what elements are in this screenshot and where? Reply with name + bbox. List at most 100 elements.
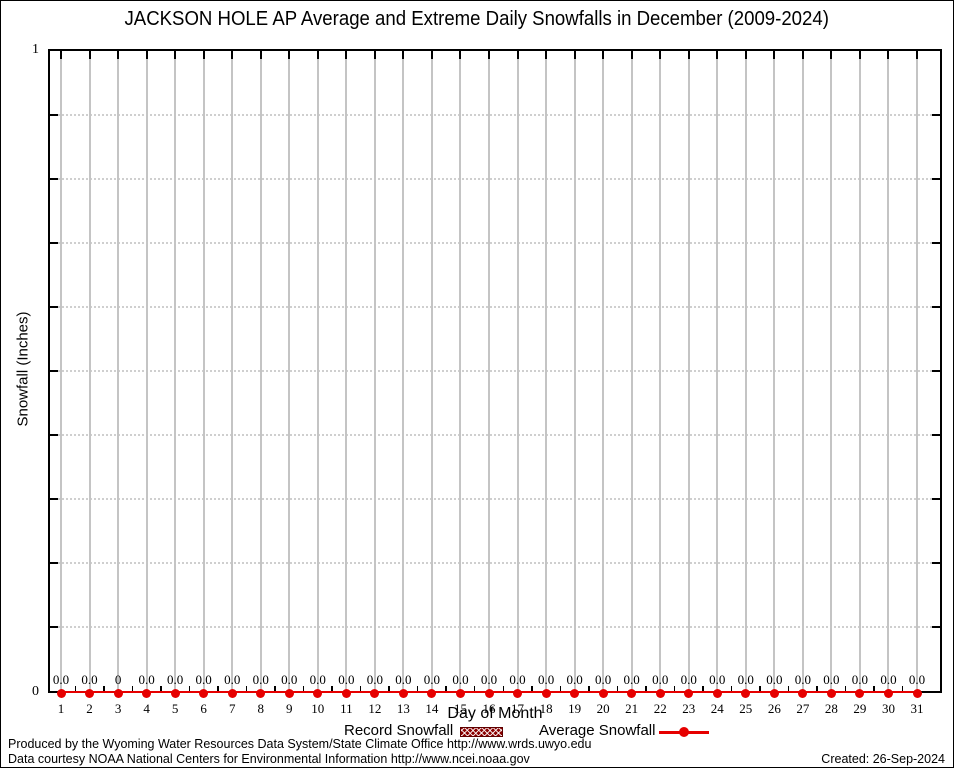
average-snowfall-point xyxy=(56,689,66,698)
value-label: 0.0 xyxy=(81,672,98,687)
average-snowfall-point xyxy=(883,689,893,698)
average-snowfall-point xyxy=(313,689,323,698)
x-major-tick-top xyxy=(231,51,234,59)
chart-title-text: JACKSON HOLE AP Average and Extreme Dail… xyxy=(124,8,830,30)
average-snowfall-point xyxy=(513,689,523,698)
y-minor-gridline xyxy=(50,242,940,244)
x-major-tick-top xyxy=(516,51,519,59)
x-major-tick-top xyxy=(602,51,605,59)
x-axis-tick-label: 25 xyxy=(739,701,753,716)
average-snowfall-point xyxy=(655,689,665,698)
average-snowfall-point xyxy=(113,689,123,698)
x-minor-tick xyxy=(730,686,733,691)
value-label: 0.0 xyxy=(138,672,155,687)
x-minor-tick xyxy=(274,686,276,691)
average-snowfall-point xyxy=(427,689,437,698)
y-minor-tick-left xyxy=(50,178,58,180)
x-minor-tick xyxy=(901,686,904,691)
value-label: 0.0 xyxy=(338,672,355,687)
value-label: 0.0 xyxy=(452,672,469,687)
x-major-tick-top xyxy=(573,51,576,59)
value-label: 0.0 xyxy=(908,672,926,687)
value-label: 0.0 xyxy=(366,672,383,687)
day-gridline xyxy=(602,51,605,691)
average-snowfall-point xyxy=(826,689,836,698)
x-axis-tick-label: 10 xyxy=(311,701,325,716)
y-minor-tick-right xyxy=(932,242,940,244)
x-minor-tick xyxy=(74,686,77,691)
average-snowfall-point xyxy=(398,689,408,698)
value-label: 0.0 xyxy=(851,672,869,687)
day-gridline xyxy=(545,51,548,691)
value-label: 0.0 xyxy=(737,672,754,687)
average-snowfall-point xyxy=(541,689,551,698)
x-major-tick-top xyxy=(145,51,148,59)
day-gridline xyxy=(773,51,776,691)
average-snowfall-point xyxy=(142,689,152,698)
average-snowfall-point xyxy=(912,689,922,698)
y-minor-tick-right xyxy=(932,498,940,500)
average-snowfall-point xyxy=(284,689,294,698)
value-label: 0.0 xyxy=(224,672,241,687)
value-label: 0.0 xyxy=(595,672,612,687)
day-gridline xyxy=(488,51,490,691)
x-axis-tick-label: 31 xyxy=(910,701,924,716)
value-label: 0.0 xyxy=(395,672,412,687)
value-label: 0.0 xyxy=(880,672,897,687)
day-gridline xyxy=(801,51,804,691)
day-gridline xyxy=(117,51,120,691)
average-snowfall-point xyxy=(712,689,722,698)
x-minor-tick xyxy=(473,686,476,691)
legend-label-record: Record Snowfall xyxy=(344,722,454,739)
x-major-tick-top xyxy=(773,51,776,59)
day-gridline xyxy=(402,51,405,691)
y-minor-gridline xyxy=(50,626,940,628)
x-minor-tick xyxy=(873,686,875,691)
x-axis-tick-label: 28 xyxy=(824,701,838,716)
average-snowfall-point xyxy=(370,689,380,698)
y-minor-tick-left xyxy=(50,626,58,628)
x-axis-tick-label: 23 xyxy=(682,701,696,716)
x-minor-tick xyxy=(559,686,562,691)
footer-created-date: Created: 26-Sep-2024 xyxy=(821,752,945,766)
y-minor-tick-right xyxy=(932,306,940,308)
legend-label-average: Average Snowfall xyxy=(539,722,656,739)
y-minor-gridline xyxy=(50,306,940,308)
day-gridline xyxy=(430,51,433,691)
footer-data-courtesy: Data courtesy NOAA National Centers for … xyxy=(8,752,530,766)
value-label: 0.0 xyxy=(680,672,697,687)
y-minor-tick-left xyxy=(50,434,58,436)
y-minor-tick-right xyxy=(932,562,940,564)
day-gridline xyxy=(687,51,690,691)
x-major-tick-top xyxy=(459,51,462,59)
x-axis-tick-label: 7 xyxy=(228,701,236,716)
value-label: 0.0 xyxy=(766,672,783,687)
x-major-tick-top xyxy=(545,51,548,59)
x-major-tick-top xyxy=(88,51,91,59)
x-minor-tick xyxy=(131,686,134,691)
average-snowfall-point xyxy=(170,689,180,698)
x-minor-tick xyxy=(787,686,790,691)
value-label: 0 xyxy=(114,672,122,687)
average-snowfall-point xyxy=(598,689,608,698)
day-gridline xyxy=(231,51,234,691)
x-minor-tick xyxy=(388,686,390,691)
y-minor-tick-left xyxy=(50,114,58,116)
y-minor-tick-right xyxy=(932,626,940,628)
value-label: 0.0 xyxy=(823,672,840,687)
x-major-tick-top xyxy=(174,51,177,59)
footer-produced-by: Produced by the Wyoming Water Resources … xyxy=(8,737,592,751)
value-label: 0.0 xyxy=(281,672,298,687)
day-gridline xyxy=(316,51,319,691)
y-minor-gridline xyxy=(50,498,940,500)
day-gridline xyxy=(288,51,291,691)
x-axis-tick-label: 16 xyxy=(482,701,496,716)
x-major-tick-top xyxy=(288,51,291,59)
average-snowfall-point xyxy=(570,689,580,698)
x-axis-tick-label: 13 xyxy=(396,701,410,716)
value-label: 0.0 xyxy=(309,672,326,687)
x-axis-tick-label: 18 xyxy=(539,701,553,716)
y-minor-tick-right xyxy=(932,370,940,372)
y-minor-tick-right xyxy=(932,434,940,436)
x-minor-tick xyxy=(245,686,248,691)
